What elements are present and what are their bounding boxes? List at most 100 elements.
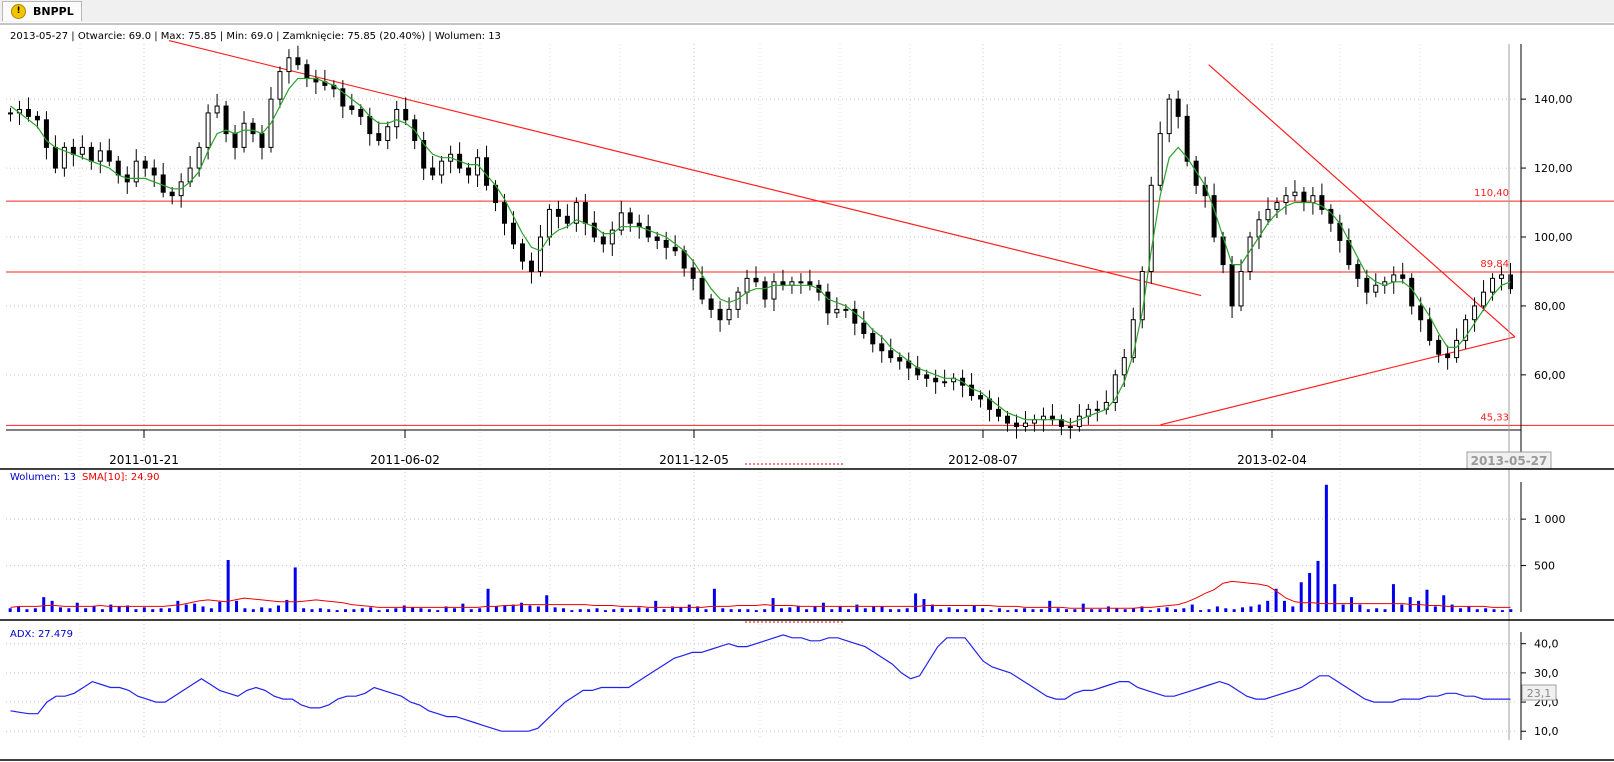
candle-body [681, 250, 687, 269]
candle-body [34, 115, 40, 121]
volume-bar [251, 609, 255, 612]
candle-body [223, 105, 229, 135]
adx-current-box [1521, 684, 1557, 701]
volume-bar [1157, 608, 1161, 612]
volume-bar [964, 609, 968, 612]
candle-body [753, 277, 759, 283]
volume-bar [268, 608, 272, 612]
candle-body [1490, 277, 1496, 293]
volume-pane: Wolumen: 13 SMA[10]: 24.90 500 1 000 [8, 472, 1566, 612]
candle-body [654, 236, 660, 241]
candle-body [421, 140, 427, 169]
volume-bar [142, 607, 146, 612]
candle-body [340, 88, 346, 107]
volume-bar [637, 607, 641, 612]
tab-bar: ! BNPPL [0, 0, 1614, 23]
volume-bar [1190, 604, 1194, 612]
candle-body [1463, 319, 1469, 341]
candle-body [1409, 277, 1415, 307]
candle-body [133, 160, 139, 183]
volume-bar [293, 567, 297, 612]
price-ma-line [10, 77, 1511, 424]
volume-bar [1031, 609, 1035, 612]
volume-bar [1090, 609, 1094, 612]
volume-bar [1291, 606, 1295, 612]
candle-body [519, 243, 525, 262]
volume-bar [134, 609, 138, 612]
candle-body [762, 281, 768, 300]
volume-bar [411, 607, 415, 612]
candle-body [1283, 195, 1289, 204]
volume-bar [42, 597, 46, 612]
volume-bar [25, 609, 29, 612]
candle-body [295, 57, 301, 66]
volume-bar [58, 607, 62, 612]
candle-body [942, 381, 948, 384]
volume-bar [1123, 609, 1127, 612]
candle-body [205, 112, 211, 148]
candle-body [825, 291, 831, 314]
adx-tick-label: 30,0 [1534, 667, 1559, 680]
volume-bar [1341, 604, 1345, 612]
tab-label: BNPPL [33, 5, 74, 18]
volume-bar [327, 609, 331, 612]
volume-tick-label: 1 000 [1534, 513, 1566, 526]
tab-bnppl[interactable]: ! BNPPL [2, 1, 82, 21]
volume-bar [561, 608, 565, 612]
adx-tick-label: 40,0 [1534, 638, 1559, 651]
candle-body [1148, 184, 1154, 272]
candle-body [564, 215, 570, 224]
candle-body [708, 298, 714, 310]
candle-body [771, 281, 777, 300]
volume-bar [1308, 573, 1312, 612]
candle-body [1436, 339, 1442, 355]
candle-body [142, 160, 148, 169]
level-label: 45,33 [1480, 412, 1509, 423]
volume-bar [738, 609, 742, 612]
volume-bar [1165, 607, 1169, 612]
candle-body [1319, 195, 1325, 210]
date-tick-label: 2011-01-21 [109, 453, 179, 467]
candle-body [1265, 208, 1271, 221]
volume-bar [159, 608, 163, 612]
candle-body [1247, 236, 1253, 272]
volume-bar [679, 607, 683, 612]
volume-bar [243, 608, 247, 612]
volume-bar [1132, 608, 1136, 612]
volume-bar [981, 608, 985, 612]
volume-bar [972, 605, 976, 612]
volume-bar [872, 606, 876, 612]
price-axis: 60,00 80,00 100,00 120,00 140,00 [1520, 44, 1573, 452]
candle-body [717, 308, 723, 321]
volume-bar [1249, 606, 1253, 612]
volume-sma-line [10, 580, 1511, 609]
volume-bar [427, 609, 431, 612]
volume-bar [1417, 600, 1421, 612]
candle-body [1454, 339, 1460, 359]
volume-bar [947, 607, 951, 612]
candle-body [1445, 353, 1451, 359]
chart-area[interactable]: 2013-05-27 | Otwarcie: 69.0 | Max: 75.85… [0, 22, 1614, 762]
candle-body [645, 226, 651, 238]
volume-bar [67, 608, 71, 612]
candle-body [502, 202, 508, 224]
volume-bar [536, 606, 540, 612]
candle-body [376, 133, 382, 141]
volume-bar [880, 606, 884, 612]
volume-bar [1383, 609, 1387, 612]
volume-bar [1450, 604, 1454, 612]
volume-bar [670, 606, 674, 612]
volume-bar [830, 609, 834, 612]
volume-bar [754, 610, 758, 612]
volume-bar [1006, 610, 1010, 612]
volume-bar [1257, 604, 1261, 612]
candle-body [1238, 270, 1244, 307]
volume-bar [914, 593, 918, 612]
candle-body [1373, 284, 1379, 293]
candle-body [690, 267, 696, 279]
volume-bar [1266, 600, 1270, 612]
volume-bar [360, 608, 364, 612]
volume-bar [930, 604, 934, 612]
volume-bar [176, 600, 180, 612]
volume-bar [587, 609, 591, 612]
